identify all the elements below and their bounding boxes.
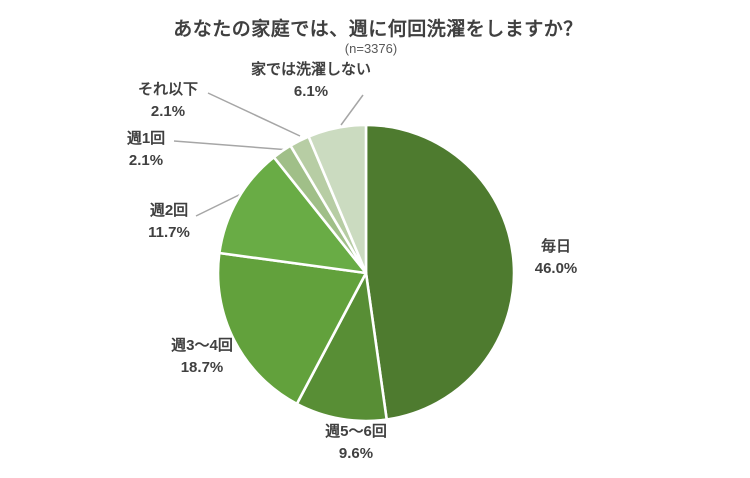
leader-line-no-laundry-at-home (340, 94, 364, 126)
pie-slice-6 (307, 123, 368, 275)
leader-line-once-a-week (173, 140, 291, 151)
slice-label-twice-a-week: 週2回 11.7% (148, 200, 190, 244)
pie-slice-1 (295, 271, 388, 423)
slice-label-5-6-times: 週5～6回 9.6% (325, 421, 387, 465)
slice-label-5-6-times-pct: 9.6% (338, 445, 374, 462)
slice-label-5-6-times-name: 週5～6回 (325, 423, 387, 440)
pie-slice-2 (216, 251, 368, 406)
slice-label-everyday-pct: 46.0% (534, 260, 578, 277)
slice-label-no-laundry-at-home-name: 家では洗濯しない (250, 61, 372, 78)
sample-size-note: (n=3376) (344, 41, 398, 56)
slice-label-less-than-that-name: それ以下 (137, 81, 199, 98)
slice-label-3-4-times-pct: 18.7% (180, 359, 224, 376)
pie-slices-group (216, 123, 516, 423)
slice-label-once-a-week-name: 週1回 (126, 130, 166, 147)
slice-label-3-4-times-name: 週3～4回 (171, 337, 233, 354)
pie-slice-0 (364, 123, 516, 421)
slice-label-twice-a-week-pct: 11.7% (148, 224, 190, 241)
slice-label-no-laundry-at-home-pct: 6.1% (293, 83, 329, 100)
slice-label-3-4-times: 週3～4回 18.7% (171, 335, 233, 379)
slice-label-everyday-name: 毎日 (540, 238, 572, 255)
leader-line-less-than-that (207, 92, 301, 137)
leader-line-twice-a-week (195, 192, 244, 217)
slice-label-once-a-week: 週1回 2.1% (127, 128, 165, 172)
slice-label-everyday: 毎日 46.0% (535, 236, 578, 280)
slice-label-once-a-week-pct: 2.1% (128, 152, 164, 169)
slice-label-twice-a-week-name: 週2回 (149, 202, 189, 219)
pie-slice-3 (218, 155, 368, 275)
chart-title: あなたの家庭では、週に何回洗濯をしますか？ (173, 19, 583, 40)
slice-label-less-than-that-pct: 2.1% (150, 103, 186, 120)
slice-label-less-than-that: それ以下 2.1% (138, 79, 198, 123)
slice-label-no-laundry-at-home: 家では洗濯しない 6.1% (251, 59, 371, 103)
